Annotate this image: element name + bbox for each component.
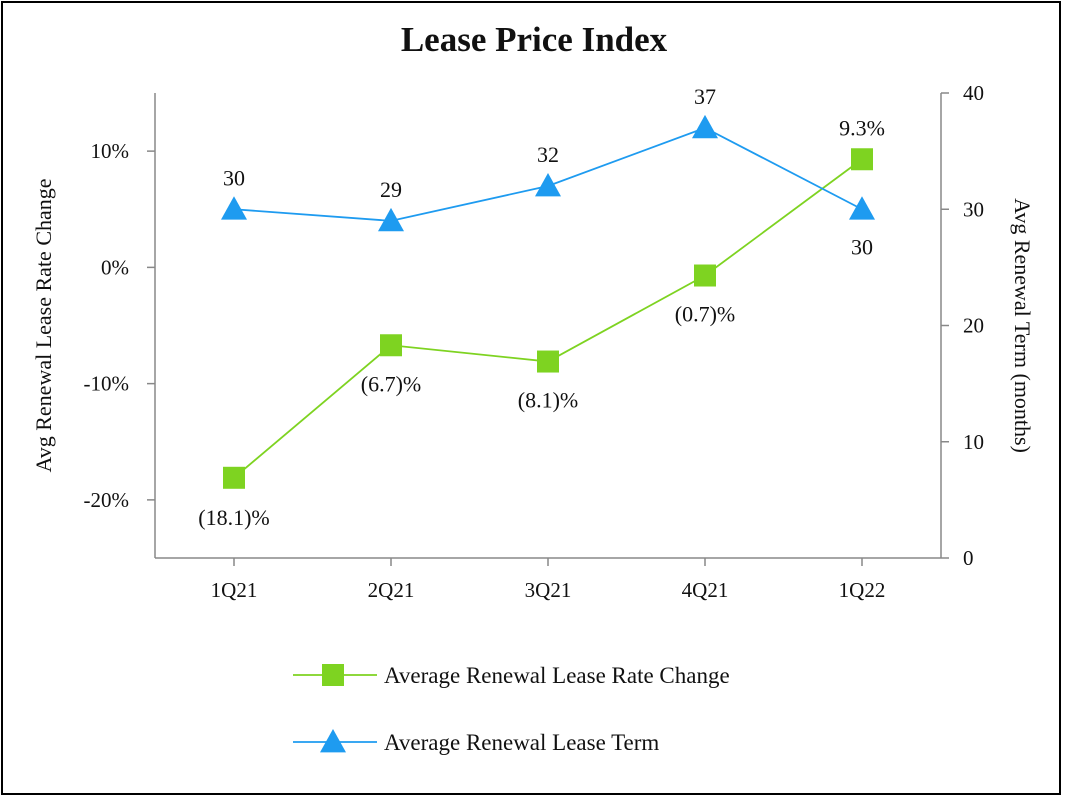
rate-change-data-label: (18.1)% [198, 505, 269, 530]
left-axis-title: Avg Renewal Lease Rate Change [31, 178, 56, 472]
x-tick-label: 2Q21 [368, 578, 415, 602]
left-tick-label: 10% [91, 139, 130, 163]
right-tick-label: 40 [963, 81, 984, 105]
lease-term-data-label: 30 [851, 234, 873, 259]
rate-change-point [694, 264, 716, 287]
chart: Lease Price Index -20% -10% 0% 10% 0 10 20 30 40… [31, 20, 1035, 755]
x-tick-label: 4Q21 [682, 578, 729, 602]
lease-term-point [535, 173, 561, 197]
lease-term-data-label: 37 [694, 84, 716, 109]
legend-lease-term-label: Average Renewal Lease Term [384, 730, 659, 755]
left-tick-label: -20% [84, 488, 130, 512]
right-tick-label: 10 [963, 430, 984, 454]
rate-change-point [851, 148, 873, 171]
legend-rate-change-marker [322, 664, 344, 686]
rate-change-data-label: (8.1)% [518, 388, 578, 413]
rate-change-data-label: (6.7)% [361, 371, 421, 396]
lease-term-point [849, 196, 875, 220]
x-tick-label: 3Q21 [525, 578, 572, 602]
rate-change-point [223, 466, 245, 489]
left-tick-label: 0% [101, 255, 129, 279]
chart-title: Lease Price Index [401, 20, 668, 59]
right-axis-title: Avg Renewal Term (months) [1010, 198, 1035, 453]
x-tick-label: 1Q21 [211, 578, 258, 602]
x-tick-label: 1Q22 [839, 578, 886, 602]
left-tick-label: -10% [84, 372, 130, 396]
lease-term-point [692, 114, 718, 139]
rate-change-data-label: 9.3% [839, 115, 885, 140]
rate-change-point [537, 350, 559, 373]
rate-change-point [380, 334, 402, 357]
lease-term-point [378, 207, 404, 232]
legend-lease-term-marker [320, 729, 346, 753]
lease-term-point [221, 196, 247, 220]
right-tick-label: 20 [963, 314, 984, 338]
lease-term-data-label: 32 [537, 142, 559, 167]
rate-change-line [233, 158, 863, 479]
legend-rate-change-label: Average Renewal Lease Rate Change [384, 663, 730, 688]
right-tick-label: 30 [963, 197, 984, 221]
lease-term-data-label: 30 [223, 165, 245, 190]
lease-term-data-label: 29 [380, 177, 402, 202]
rate-change-data-label: (0.7)% [675, 302, 735, 327]
right-tick-label: 0 [963, 546, 974, 570]
